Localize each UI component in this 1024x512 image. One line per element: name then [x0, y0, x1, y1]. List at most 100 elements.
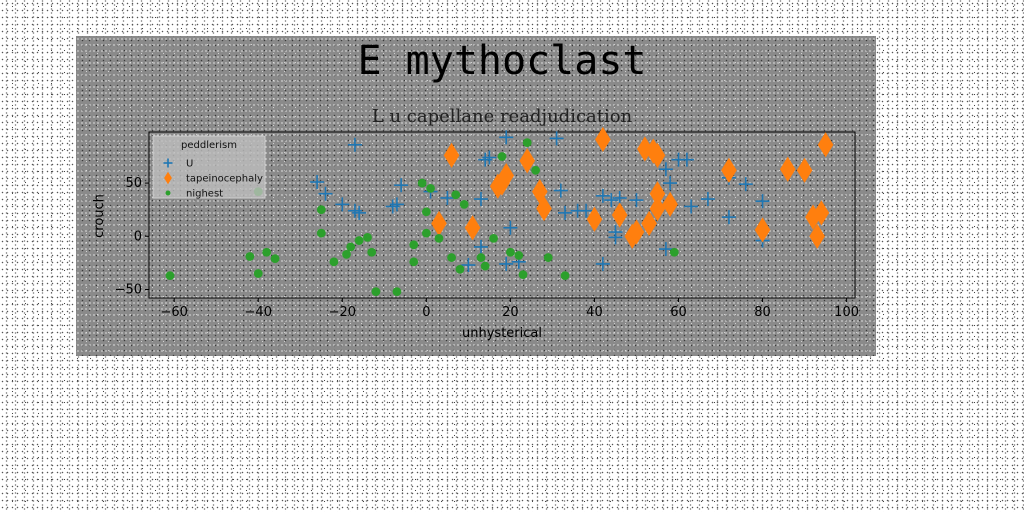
data-point [649, 196, 666, 222]
axis-ticks: −60 −40 −20 0 20 40 60 80 100 −50 0 50 [115, 176, 859, 320]
data-point [440, 190, 455, 205]
data-point [817, 132, 834, 158]
data-point [316, 205, 326, 215]
data-point [779, 156, 796, 182]
series-tapeinocephaly [431, 126, 834, 249]
data-point [464, 215, 481, 241]
data-point [421, 207, 431, 217]
x-tick-label: −20 [329, 305, 356, 320]
data-point [499, 130, 514, 145]
legend-title: peddlerism [181, 140, 237, 151]
data-point [595, 188, 610, 203]
x-tick-label: −60 [160, 305, 187, 320]
data-point [318, 186, 333, 201]
data-point [165, 271, 175, 281]
legend-marker [165, 190, 171, 196]
data-point [461, 258, 476, 273]
data-point [649, 181, 666, 207]
data-point [371, 287, 381, 297]
data-point [658, 242, 673, 257]
x-tick-label: 20 [502, 305, 519, 320]
data-point [354, 236, 364, 245]
data-point [721, 157, 737, 183]
data-point [553, 183, 568, 198]
data-point [346, 242, 356, 252]
data-point [447, 253, 456, 262]
scatter-chart: E mythoclast L u capellane readjudicatio… [92, 38, 859, 341]
data-point [628, 219, 645, 245]
data-point [531, 165, 541, 175]
data-point [595, 256, 610, 271]
data-point [473, 192, 488, 207]
data-point [389, 197, 404, 212]
data-point [506, 247, 515, 257]
y-tick-label: 50 [125, 176, 142, 191]
legend-entry-label: tapeinocephaly [186, 174, 263, 185]
legend-marker [163, 158, 173, 168]
x-tick-label: 100 [834, 305, 859, 320]
legend-box [152, 135, 266, 199]
data-point [558, 205, 573, 220]
data-point [455, 264, 465, 274]
data-point [536, 196, 552, 222]
data-point [629, 193, 644, 208]
data-point [796, 157, 813, 183]
chart-figure: E mythoclast L u capellane readjudicatio… [76, 36, 876, 356]
data-point [514, 251, 524, 260]
data-point [335, 197, 350, 212]
data-point [270, 254, 280, 264]
data-point [342, 249, 351, 259]
data-point [604, 193, 619, 208]
y-tick-label: 0 [134, 229, 142, 244]
data-point [262, 247, 272, 257]
data-point [434, 234, 444, 243]
data-point [586, 206, 603, 232]
data-point [519, 148, 536, 174]
x-axis-label: unhysterical [462, 326, 542, 341]
chart-title: E mythoclast [358, 38, 647, 84]
data-point [497, 152, 507, 161]
x-tick-label: 60 [670, 305, 687, 320]
data-point [476, 253, 486, 262]
data-point [754, 217, 771, 243]
x-tick-label: 80 [754, 305, 771, 320]
data-point [499, 256, 514, 271]
plot-area [148, 131, 856, 299]
data-point [363, 232, 372, 242]
data-point [579, 203, 594, 218]
data-point [658, 162, 673, 177]
data-point [669, 247, 679, 257]
data-point [560, 271, 570, 281]
data-point [595, 126, 611, 153]
x-tick-label: 0 [422, 305, 430, 320]
data-point [489, 234, 498, 243]
data-point [443, 142, 460, 169]
data-point [498, 163, 515, 189]
data-point [662, 191, 678, 217]
data-point [755, 194, 770, 209]
legend-entry-label: nighest [186, 189, 223, 200]
legend-entry-label: U [186, 159, 193, 170]
x-tick-label: −40 [245, 305, 272, 320]
data-point [809, 223, 825, 249]
data-point [409, 240, 419, 250]
data-point [409, 257, 419, 267]
data-point [451, 190, 461, 200]
data-point [473, 239, 488, 254]
data-point [426, 183, 435, 193]
data-point [684, 199, 699, 214]
y-axis-label: crouch [92, 194, 107, 238]
data-point [522, 138, 532, 148]
data-point [421, 228, 431, 238]
data-point [367, 247, 377, 257]
data-points [165, 126, 834, 297]
data-point [700, 192, 715, 207]
y-tick-label: −50 [115, 282, 142, 297]
data-point [503, 220, 518, 235]
data-point [347, 137, 362, 152]
data-point [721, 210, 736, 225]
data-point [316, 228, 326, 238]
data-point [352, 205, 367, 220]
data-point [394, 178, 409, 193]
